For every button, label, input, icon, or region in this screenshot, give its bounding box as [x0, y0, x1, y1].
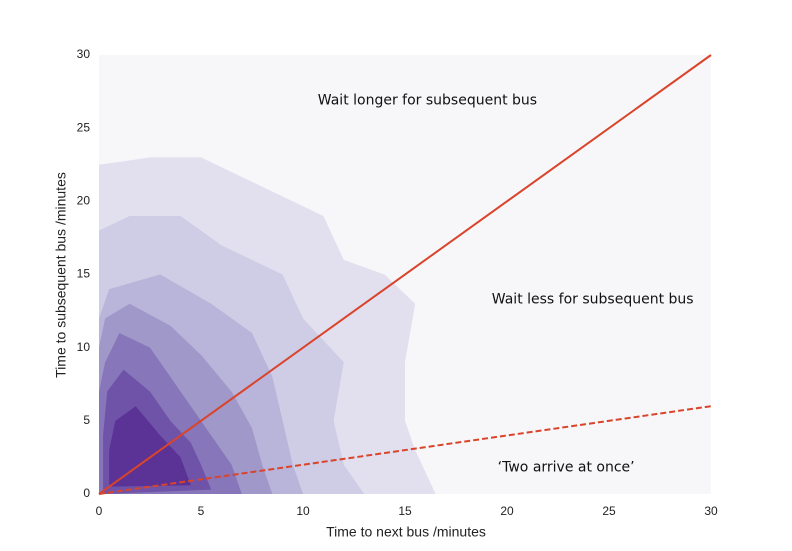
x-axis-label: Time to next bus /minutes — [326, 524, 486, 540]
y-axis-label: Time to subsequent bus /minutes — [53, 172, 69, 378]
x-tick-label: 10 — [296, 504, 310, 518]
y-tick-label: 20 — [77, 194, 91, 208]
y-tick-label: 25 — [77, 120, 91, 134]
x-tick-label: 20 — [500, 504, 514, 518]
y-tick-label: 0 — [83, 486, 90, 500]
x-tick-label: 5 — [198, 504, 205, 518]
reference-line — [98, 54, 712, 495]
y-tick-label: 5 — [83, 413, 90, 427]
density-contour — [109, 406, 191, 487]
y-tick-label: 15 — [77, 267, 91, 281]
x-tick-label: 30 — [704, 504, 718, 518]
annotation: Wait longer for subsequent bus — [318, 92, 537, 108]
y-tick-label: 30 — [77, 47, 91, 61]
annotation: ‘Two arrive at once’ — [498, 460, 635, 476]
x-tick-label: 15 — [398, 504, 412, 518]
y-tick-label: 10 — [77, 340, 91, 354]
x-tick-label: 25 — [602, 504, 616, 518]
annotation: Wait less for subsequent bus — [492, 291, 694, 307]
x-tick-label: 0 — [96, 504, 103, 518]
dashed-line — [98, 405, 712, 495]
